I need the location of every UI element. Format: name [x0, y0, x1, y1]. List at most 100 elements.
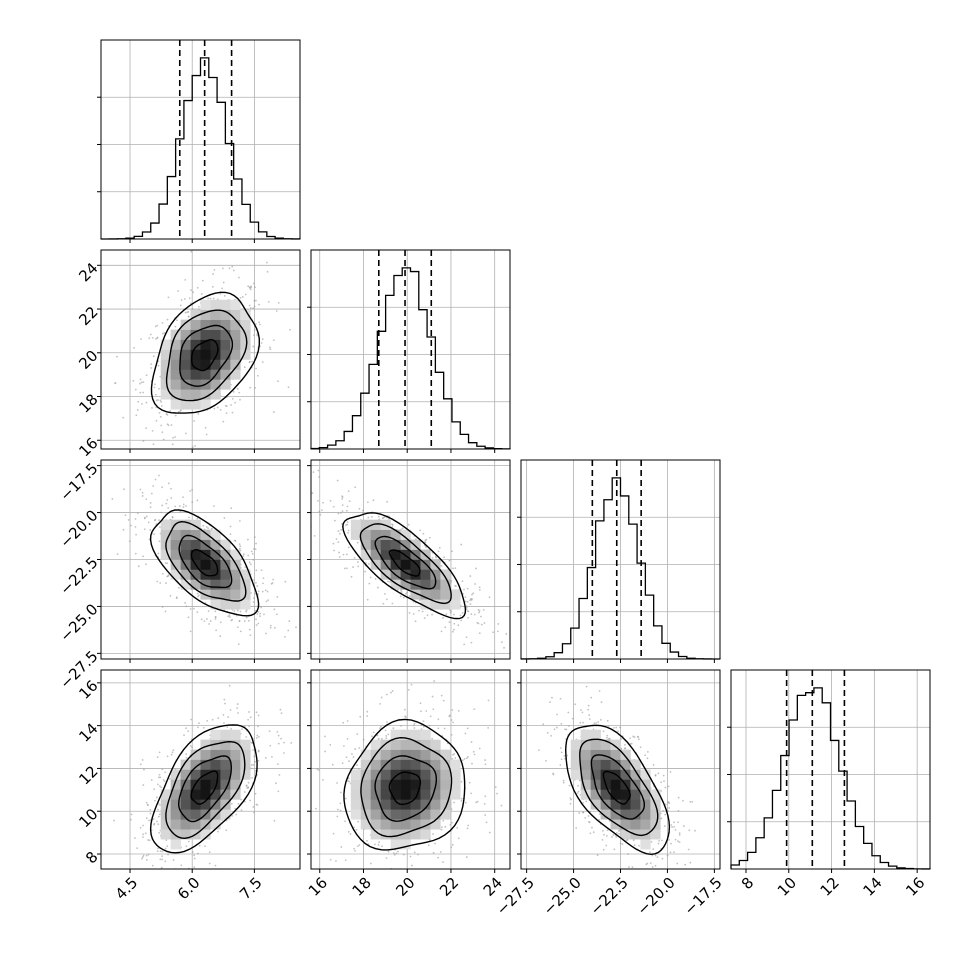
- scatter-point: [230, 619, 233, 622]
- scatter-point: [409, 855, 412, 858]
- density-bin: [630, 769, 641, 780]
- scatter-point: [387, 733, 390, 736]
- scatter-point: [169, 884, 171, 886]
- density-bin: [180, 539, 191, 550]
- contour-3: [342, 512, 467, 620]
- scatter-point: [660, 790, 663, 792]
- scatter-point: [153, 788, 156, 791]
- panel-frame: [310, 669, 511, 870]
- density-bin: [350, 779, 362, 790]
- scatter-point: [356, 561, 359, 563]
- scatter-point: [644, 754, 646, 757]
- scatter-point: [231, 397, 234, 400]
- density-bin: [200, 319, 211, 330]
- scatter-point: [562, 779, 565, 782]
- scatter-point: [257, 714, 260, 717]
- scatter-point: [228, 684, 231, 687]
- density-bin: [160, 379, 171, 390]
- scatter-point: [269, 348, 272, 351]
- scatter-point: [147, 521, 150, 524]
- density-bin: [370, 739, 381, 750]
- contour-0: [388, 771, 422, 805]
- scatter-point: [348, 760, 350, 763]
- density-bin: [190, 399, 201, 410]
- scatter-point: [324, 750, 326, 753]
- scatter-point: [332, 832, 335, 835]
- density-bin: [390, 549, 401, 560]
- scatter-point: [437, 856, 440, 859]
- scatter-point: [331, 763, 334, 766]
- scatter-point: [405, 716, 407, 719]
- scatter-point: [352, 756, 355, 758]
- scatter-point: [588, 718, 591, 720]
- density-bin: [380, 779, 391, 790]
- scatter-point: [344, 820, 346, 823]
- scatter-point: [151, 407, 153, 409]
- scatter-point: [150, 363, 153, 366]
- scatter-point: [678, 841, 681, 843]
- scatter-point: [142, 784, 145, 786]
- scatter-point: [387, 580, 389, 583]
- scatter-point: [187, 310, 190, 313]
- scatter-point: [452, 721, 455, 724]
- scatter-point: [219, 292, 222, 295]
- scatter-point: [243, 366, 246, 369]
- scatter-point: [431, 556, 434, 559]
- panel-frame: [730, 669, 931, 870]
- scatter-point: [651, 854, 654, 857]
- density-bin: [180, 329, 191, 340]
- density-bin: [170, 549, 181, 560]
- scatter-point: [463, 643, 466, 646]
- scatter-point: [422, 873, 424, 875]
- scatter-point: [623, 743, 626, 746]
- density-bin: [450, 589, 461, 600]
- scatter-point: [189, 490, 191, 492]
- density-bin: [190, 389, 201, 400]
- scatter-point: [160, 786, 163, 789]
- scatter-point: [324, 735, 326, 738]
- scatter-point: [453, 752, 456, 755]
- scatter-point: [245, 736, 248, 738]
- scatter-point: [248, 725, 251, 728]
- scatter-point: [158, 776, 160, 779]
- scatter-point: [240, 558, 243, 561]
- scatter-point: [339, 802, 342, 805]
- contour-0: [190, 548, 219, 577]
- scatter-point: [337, 530, 340, 532]
- scatter-point: [654, 854, 657, 857]
- scatter-point: [167, 507, 170, 509]
- scatter-point: [341, 510, 344, 513]
- scatter-point: [453, 628, 455, 631]
- scatter-point: [684, 863, 687, 866]
- scatter-point: [484, 795, 487, 798]
- scatter-point: [284, 443, 286, 445]
- scatter-point: [261, 338, 264, 340]
- density-bin: [360, 819, 371, 830]
- panel-frame: [100, 669, 301, 870]
- scatter-point: [208, 851, 211, 854]
- scatter-point: [159, 776, 162, 779]
- scatter-point: [649, 862, 652, 865]
- density-2-1: [284, 443, 508, 649]
- scatter-point: [255, 803, 258, 806]
- density-bin: [190, 569, 201, 580]
- y-tick-label-2-3: −20.0: [56, 506, 101, 551]
- scatter-point: [615, 836, 618, 838]
- scatter-point: [142, 833, 145, 836]
- density-bin: [180, 519, 191, 530]
- scatter-point: [660, 817, 663, 820]
- density-bin: [430, 599, 441, 610]
- scatter-point: [492, 631, 495, 634]
- density-bin: [380, 789, 391, 800]
- density-bin: [210, 779, 221, 790]
- density-bin: [640, 779, 651, 790]
- density-bin: [210, 729, 221, 740]
- scatter-point: [202, 524, 205, 527]
- scatter-point: [628, 866, 630, 868]
- scatter-point: [419, 875, 421, 877]
- scatter-point: [484, 759, 487, 761]
- scatter-point: [607, 725, 610, 727]
- scatter-point: [142, 854, 145, 857]
- scatter-point: [478, 610, 481, 612]
- scatter-point: [176, 319, 178, 322]
